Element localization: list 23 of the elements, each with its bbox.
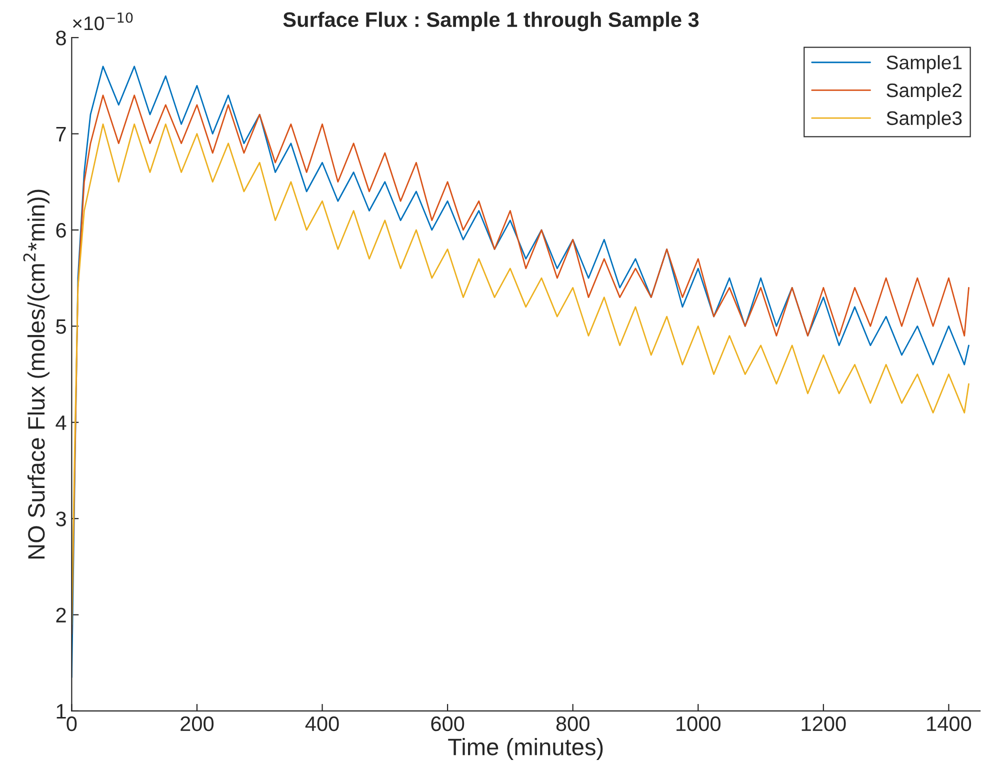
y-tick-label: 4 — [56, 416, 66, 430]
y-tick-label: 2 — [56, 608, 66, 622]
x-axis-title: Time (minutes) — [448, 738, 603, 760]
y-tick-label: 5 — [56, 319, 66, 334]
y-tick-label: 7 — [56, 126, 66, 142]
x-tick-label: 1400 — [927, 716, 972, 732]
x-tick-label: 1000 — [676, 716, 720, 732]
chart-title: Surface Flux : Sample 1 through Sample 3 — [283, 12, 699, 32]
x-tick-label: 800 — [556, 716, 590, 732]
legend-label: Sample2 — [886, 82, 962, 102]
x-tick-label: 0 — [66, 716, 77, 732]
x-tick-label: 1200 — [802, 716, 846, 732]
x-tick-label: 200 — [180, 716, 214, 732]
legend-label: Sample3 — [886, 110, 962, 129]
y-tick-label: 1 — [56, 704, 66, 719]
text: ×10$^{−10}$ — [73, 12, 133, 30]
x-tick-label: 600 — [431, 716, 464, 732]
y-tick-label: 3 — [56, 512, 66, 526]
legend-label: Sample1 — [886, 55, 962, 74]
y-tick-label: 6 — [56, 222, 66, 238]
y-tick-label: 8 — [56, 30, 66, 46]
x-tick-label: 400 — [305, 716, 339, 732]
y-axis-title: NO Surface Flux (moles/(cm$^{2}$*min)) — [23, 190, 50, 559]
